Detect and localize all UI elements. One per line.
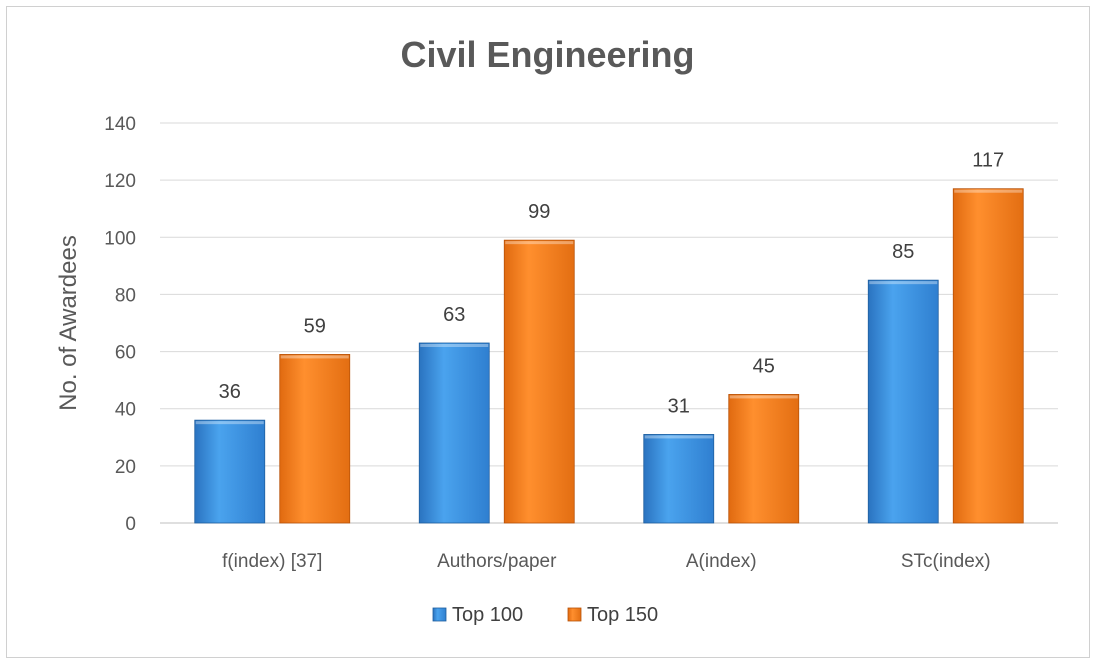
- data-label: 31: [668, 395, 690, 417]
- legend: Top 100 Top 150: [432, 604, 658, 626]
- bar-highlight: [869, 281, 938, 285]
- data-labels: 36 59 63 99 31 45 85 117: [219, 150, 1005, 418]
- bar-top-100: [418, 342, 490, 524]
- x-tick-label: f(index) [37]: [222, 551, 322, 572]
- bar-top-150: [952, 188, 1024, 524]
- bar-top-100: [194, 419, 266, 524]
- bar-top-150: [279, 354, 351, 524]
- chart-title: Civil Engineering: [400, 34, 695, 75]
- data-label: 36: [219, 381, 241, 403]
- bars: [194, 188, 1024, 524]
- bar-highlight: [644, 435, 713, 439]
- y-tick-label: 60: [115, 343, 136, 364]
- bar-highlight: [195, 421, 264, 425]
- x-tick-label: Authors/paper: [437, 551, 557, 572]
- legend-label: Top 100: [452, 604, 523, 626]
- bar-highlight: [420, 344, 489, 347]
- x-tick-label: STc(index): [901, 551, 991, 572]
- legend-label: Top 150: [587, 604, 658, 626]
- bar-highlight: [280, 355, 349, 359]
- data-label: 59: [304, 315, 326, 337]
- bar-highlight: [954, 189, 1023, 193]
- y-tick-label: 40: [115, 400, 136, 421]
- y-tick-label: 100: [104, 228, 136, 249]
- x-tick-label: A(index): [686, 551, 757, 572]
- y-tick-label: 80: [115, 285, 136, 306]
- data-label: 117: [972, 150, 1004, 172]
- bar-highlight: [505, 241, 574, 245]
- bar-top-100: [867, 279, 939, 524]
- data-label: 45: [753, 355, 775, 377]
- y-tick-label: 0: [125, 514, 136, 535]
- legend-swatch: [432, 607, 447, 622]
- data-label: 63: [443, 304, 465, 326]
- x-axis-ticks: f(index) [37] Authors/paper A(index) STc(in…: [222, 551, 991, 572]
- data-label: 85: [892, 241, 914, 263]
- bar-top-150: [728, 394, 800, 524]
- legend-swatch: [567, 607, 582, 622]
- bar-top-150: [503, 239, 575, 524]
- y-axis-ticks: 0 20 40 60 80 100 120 140: [104, 114, 136, 535]
- data-label: 99: [528, 201, 550, 223]
- y-tick-label: 120: [104, 171, 136, 192]
- y-axis-label: No. of Awardees: [55, 235, 82, 411]
- bar-top-100: [643, 434, 715, 524]
- bar-highlight: [729, 395, 798, 399]
- y-tick-label: 20: [115, 457, 136, 478]
- y-tick-label: 140: [104, 114, 136, 135]
